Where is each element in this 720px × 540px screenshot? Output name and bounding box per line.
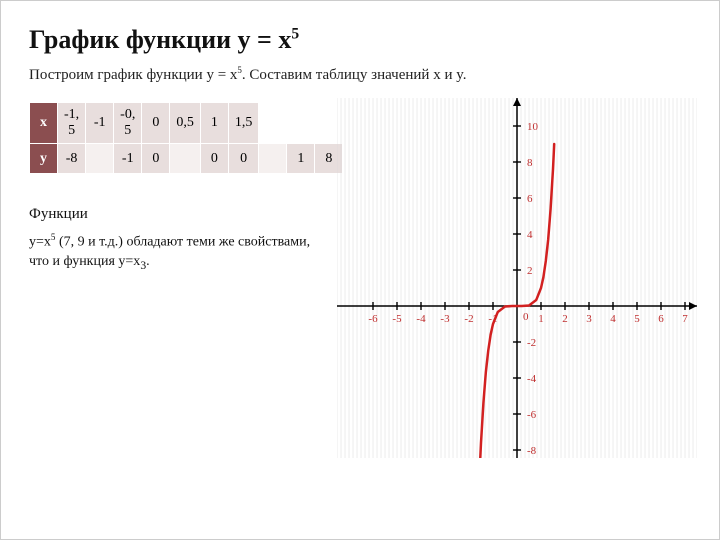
table-cell: 1 <box>287 144 315 174</box>
svg-text:6: 6 <box>527 193 533 205</box>
table-cell: -1, 5 <box>58 103 86 144</box>
svg-text:3: 3 <box>586 313 592 325</box>
note-body: y=x5 (7, 9 и т.д.) обладают теми же свой… <box>29 231 329 273</box>
slide-subtitle: Построим график функции y = x5. Составим… <box>29 65 691 84</box>
left-column: x -1, 5 -1 -0, 5 0 0,5 1 1,5 y -8 -1 0 0 <box>29 98 329 458</box>
svg-text:1: 1 <box>538 313 544 325</box>
note-title: Функции <box>29 206 329 223</box>
svg-text:-2: -2 <box>527 337 536 349</box>
right-column: -6-5-4-3-2-11234567-8-6-4-22468100 <box>337 98 697 458</box>
table-row-y: y -8 -1 0 0 0 1 8 <box>30 144 343 174</box>
row-label-x: x <box>30 103 58 144</box>
svg-text:-5: -5 <box>392 313 402 325</box>
svg-text:8: 8 <box>527 157 533 169</box>
table-cell-empty <box>259 144 287 174</box>
row-label-y: y <box>30 144 58 174</box>
table-cell: 0 <box>142 144 170 174</box>
table-row-x: x -1, 5 -1 -0, 5 0 0,5 1 1,5 <box>30 103 343 144</box>
table-cell: -8 <box>58 144 86 174</box>
svg-text:6: 6 <box>658 313 664 325</box>
table-cell: 0 <box>142 103 170 144</box>
table-cell: -1 <box>114 144 142 174</box>
content-row: x -1, 5 -1 -0, 5 0 0,5 1 1,5 y -8 -1 0 0 <box>29 98 691 458</box>
table-cell: 0 <box>228 144 259 174</box>
chart-svg: -6-5-4-3-2-11234567-8-6-4-22468100 <box>337 98 697 458</box>
table-cell: 0,5 <box>170 103 201 144</box>
svg-text:5: 5 <box>634 313 640 325</box>
table-cell: -0, 5 <box>114 103 142 144</box>
svg-text:-6: -6 <box>368 313 378 325</box>
svg-text:0: 0 <box>523 311 529 323</box>
table-cell-empty <box>86 144 114 174</box>
svg-text:-8: -8 <box>527 445 537 457</box>
table-cell: 1 <box>200 103 228 144</box>
table-cell: 0 <box>200 144 228 174</box>
svg-text:4: 4 <box>610 313 616 325</box>
slide-title: График функции y = x5 <box>29 25 691 55</box>
svg-text:2: 2 <box>527 265 533 277</box>
table-cell: -1 <box>86 103 114 144</box>
slide: График функции y = x5 Построим график фу… <box>0 0 720 540</box>
table-cell-empty <box>170 144 201 174</box>
svg-text:-6: -6 <box>527 409 537 421</box>
svg-text:4: 4 <box>527 229 533 241</box>
svg-text:-4: -4 <box>416 313 426 325</box>
svg-text:-2: -2 <box>464 313 473 325</box>
svg-text:-4: -4 <box>527 373 537 385</box>
svg-text:2: 2 <box>562 313 568 325</box>
svg-text:10: 10 <box>527 121 539 133</box>
table-cell: 1,5 <box>228 103 259 144</box>
svg-text:7: 7 <box>682 313 688 325</box>
value-table: x -1, 5 -1 -0, 5 0 0,5 1 1,5 y -8 -1 0 0 <box>29 102 343 174</box>
svg-text:-3: -3 <box>440 313 450 325</box>
chart: -6-5-4-3-2-11234567-8-6-4-22468100 <box>337 98 697 458</box>
